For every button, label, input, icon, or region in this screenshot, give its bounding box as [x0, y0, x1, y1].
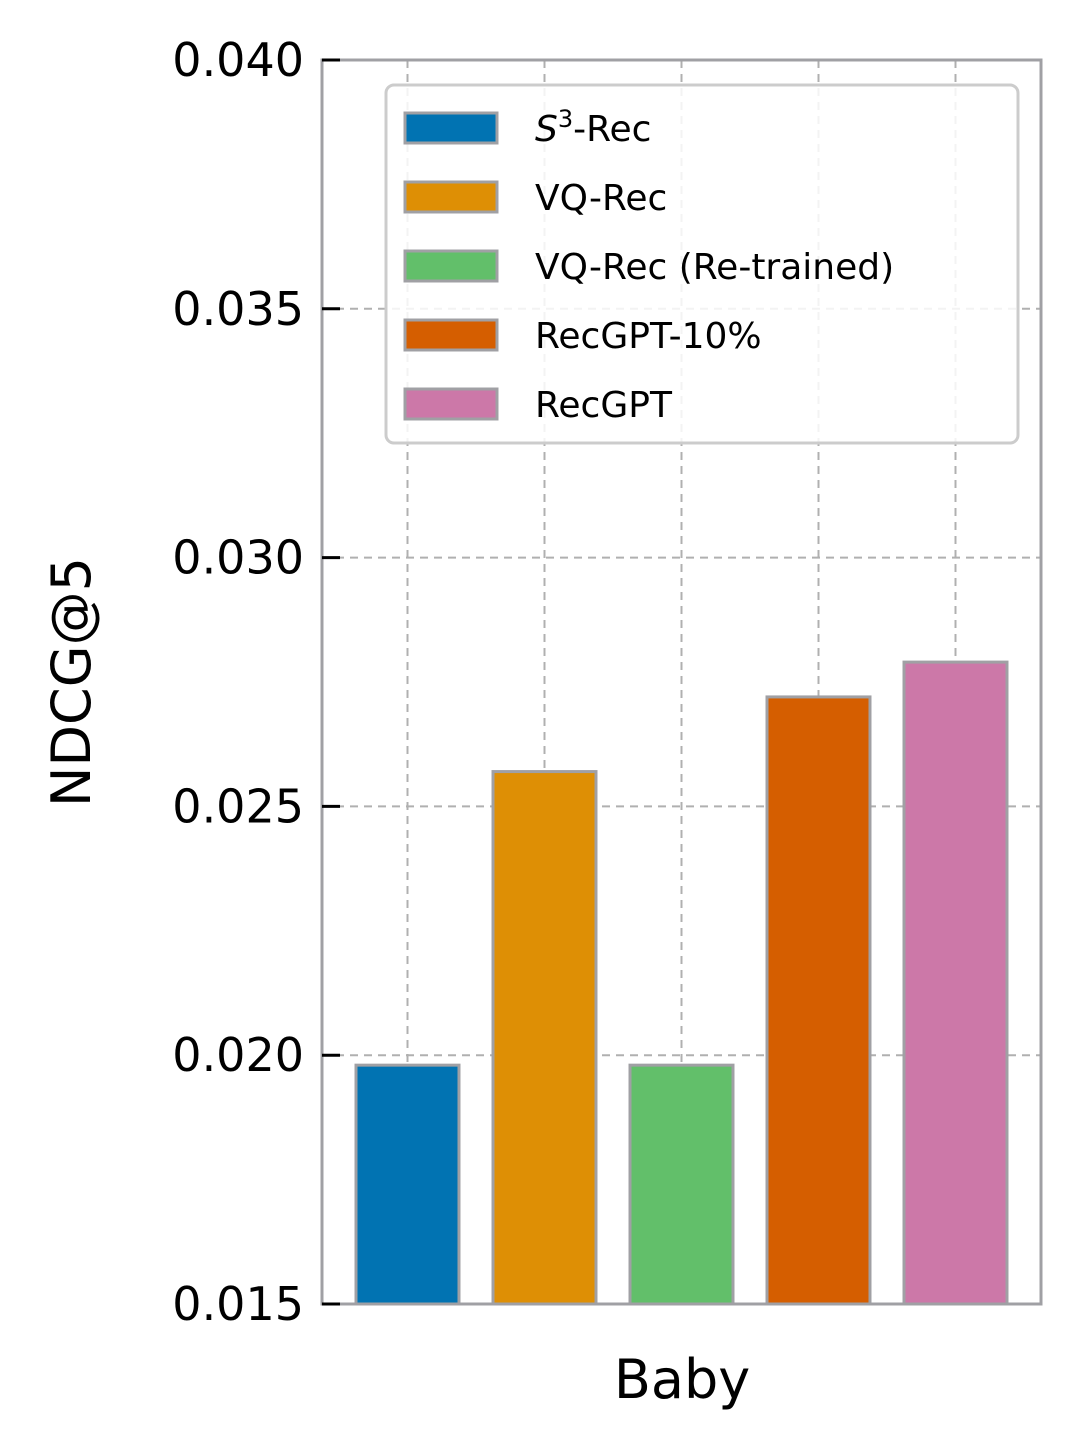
y-tick-label: 0.035: [172, 282, 304, 336]
legend-swatch: [403, 318, 499, 352]
bars: [354, 660, 1009, 1306]
legend-label: VQ-Rec (Re-trained): [535, 247, 894, 288]
legend-swatch: [403, 249, 499, 283]
bar-recgpt: [902, 660, 1009, 1306]
y-axis-label: NDCG@5: [40, 557, 103, 807]
legend-label: VQ-Rec: [535, 178, 667, 219]
y-tick-label: 0.020: [172, 1028, 304, 1082]
legend-swatch: [403, 387, 499, 421]
legend-swatch: [403, 111, 499, 145]
y-tick-label: 0.025: [172, 779, 304, 833]
x-axis-label: Baby: [614, 1348, 750, 1411]
legend: S3-Rec VQ-Rec VQ-Rec (Re-trained) RecGPT-10…: [384, 83, 1020, 445]
legend-box: [384, 83, 1020, 445]
y-tick-label: 0.040: [172, 33, 304, 87]
bar-vq-rec: [491, 770, 598, 1306]
y-tick-label: 0.030: [172, 531, 304, 585]
legend-label: S3-Rec: [535, 105, 651, 150]
legend-swatch: [403, 180, 499, 214]
y-axis-ticks: 0.015 0.020 0.025 0.030 0.035 0.040: [172, 33, 340, 1331]
bar-recgpt-10: [765, 695, 872, 1306]
bar-vq-rec-re-trained: [628, 1063, 735, 1306]
legend-label: RecGPT-10%: [535, 316, 762, 357]
plot-frame: [320, 58, 1043, 1306]
y-tick-label: 0.015: [172, 1277, 304, 1331]
legend-label: RecGPT: [535, 385, 673, 426]
bar-s3-rec: [354, 1063, 461, 1306]
